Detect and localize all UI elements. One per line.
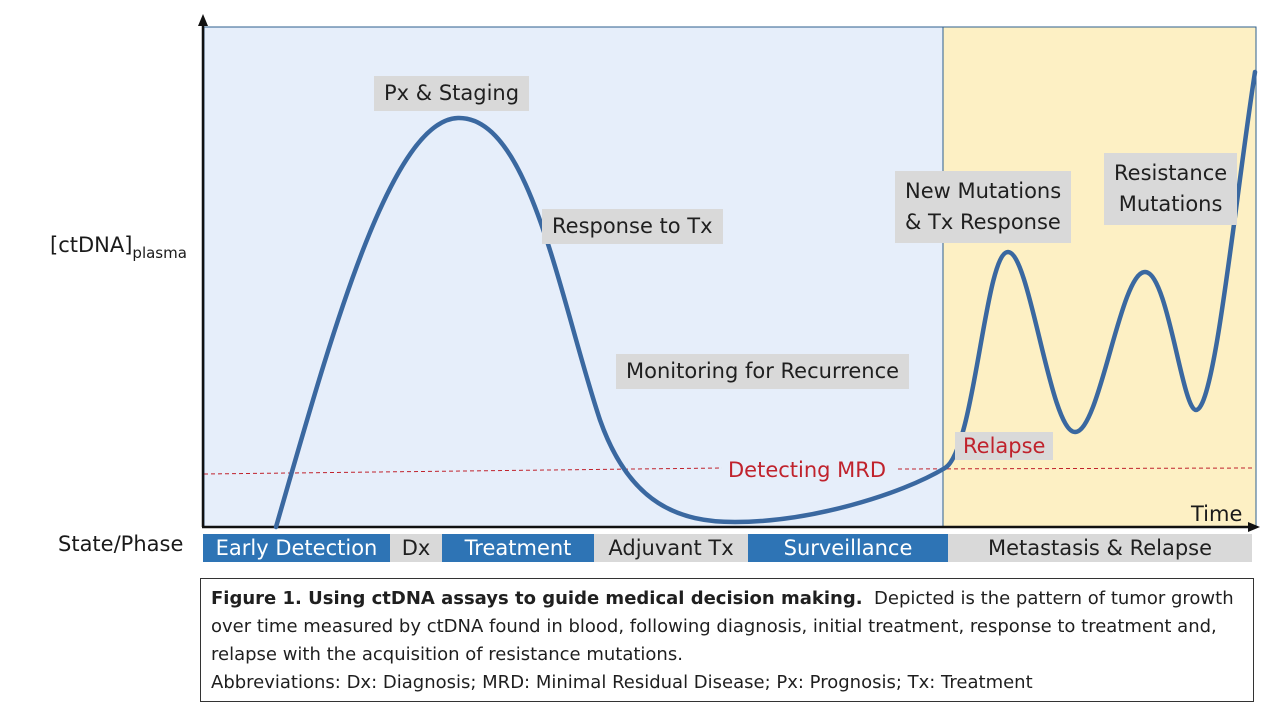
y-axis-label: [ctDNA]plasma [50,233,187,262]
phase-early-detection: Early Detection [203,534,390,562]
phase-metastasis-relapse: Metastasis & Relapse [948,534,1252,562]
x-axis-label: Time [1191,502,1243,526]
x-axis-arrow [1248,522,1260,532]
phase-dx: Dx [390,534,442,562]
state-phase-label: State/Phase [58,532,184,556]
mrd-threshold-line-right [897,467,1255,470]
primary-phase-region [203,26,944,528]
phase-treatment: Treatment [442,534,594,562]
label-new-mutations: New Mutations & Tx Response [895,171,1072,243]
caption-body: Depicted is the pattern of tumor growth … [211,588,1234,665]
figure-caption: Figure 1. Using ctDNA assays to guide me… [200,578,1254,702]
y-axis-arrow [198,14,208,26]
label-detecting-mrd: Detecting MRD [728,458,887,482]
caption-title: Figure 1. Using ctDNA assays to guide me… [211,588,863,609]
caption-abbreviations: Abbreviations: Dx: Diagnosis; MRD: Minim… [211,672,1033,693]
ctdna-curve [273,69,1258,530]
label-resistance-mutations: Resistance Mutations [1104,153,1238,225]
label-response-to-tx: Response to Tx [542,209,723,244]
phase-adjuvant-tx: Adjuvant Tx [594,534,748,562]
label-monitoring-for-recurrence: Monitoring for Recurrence [616,354,910,389]
label-relapse: Relapse [955,432,1054,460]
label-px-staging: Px & Staging [374,76,530,111]
phase-surveillance: Surveillance [748,534,948,562]
